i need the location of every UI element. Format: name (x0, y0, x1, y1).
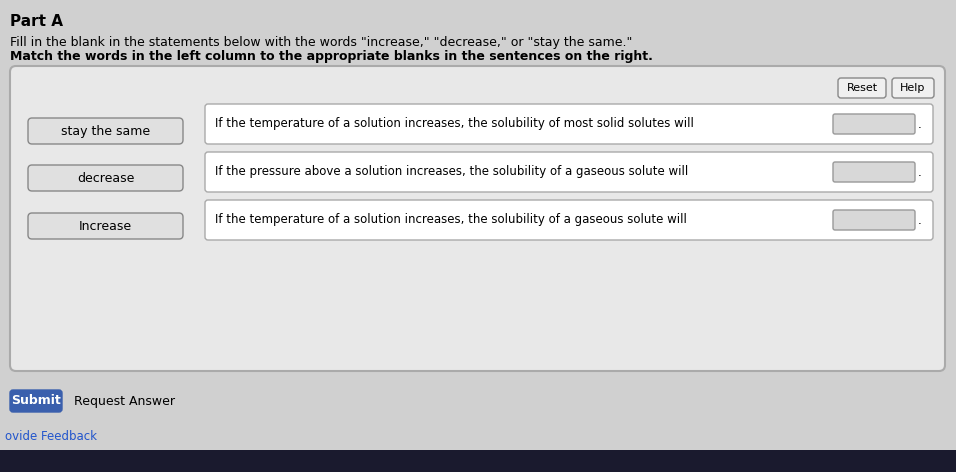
FancyBboxPatch shape (892, 78, 934, 98)
FancyBboxPatch shape (28, 213, 183, 239)
FancyBboxPatch shape (838, 78, 886, 98)
Text: If the temperature of a solution increases, the solubility of a gaseous solute w: If the temperature of a solution increas… (215, 213, 686, 227)
Text: Match the words in the left column to the appropriate blanks in the sentences on: Match the words in the left column to th… (10, 50, 653, 63)
Text: ovide Feedback: ovide Feedback (5, 430, 97, 443)
Text: If the pressure above a solution increases, the solubility of a gaseous solute w: If the pressure above a solution increas… (215, 166, 688, 178)
Bar (0, 450, 956, 472)
Text: .: . (918, 213, 922, 227)
Text: Fill in the blank in the statements below with the words "increase," "decrease,": Fill in the blank in the statements belo… (10, 36, 632, 49)
FancyBboxPatch shape (833, 162, 915, 182)
Text: Increase: Increase (79, 219, 132, 233)
FancyBboxPatch shape (833, 114, 915, 134)
Text: stay the same: stay the same (61, 125, 150, 137)
FancyBboxPatch shape (10, 390, 62, 412)
Text: Submit: Submit (11, 395, 61, 407)
Text: decrease: decrease (76, 171, 134, 185)
Text: .: . (918, 118, 922, 130)
FancyBboxPatch shape (205, 152, 933, 192)
FancyBboxPatch shape (205, 200, 933, 240)
Text: .: . (918, 166, 922, 178)
Text: If the temperature of a solution increases, the solubility of most solid solutes: If the temperature of a solution increas… (215, 118, 694, 130)
FancyBboxPatch shape (833, 210, 915, 230)
Text: Request Answer: Request Answer (74, 395, 175, 407)
Text: Reset: Reset (846, 83, 878, 93)
Text: Part A: Part A (10, 14, 63, 29)
FancyBboxPatch shape (28, 165, 183, 191)
FancyBboxPatch shape (10, 66, 945, 371)
FancyBboxPatch shape (205, 104, 933, 144)
Text: Help: Help (901, 83, 925, 93)
FancyBboxPatch shape (28, 118, 183, 144)
